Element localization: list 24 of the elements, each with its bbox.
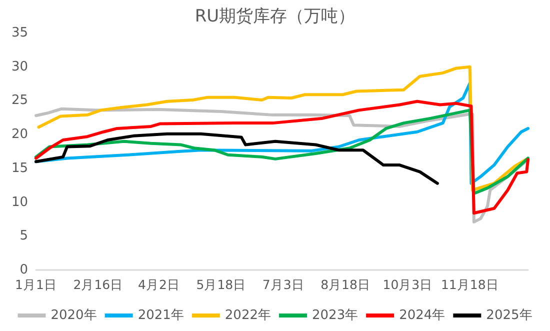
legend-label: 2021年 bbox=[138, 308, 184, 323]
x-tick-label: 11月18日 bbox=[440, 277, 499, 292]
legend-label: 2024年 bbox=[399, 308, 446, 323]
legend-label: 2025年 bbox=[486, 308, 532, 323]
x-tick-label: 4月2日 bbox=[138, 277, 180, 292]
x-tick-label: 10月3日 bbox=[382, 277, 433, 292]
y-tick-label: 10 bbox=[11, 194, 28, 210]
x-tick-label: 7月3日 bbox=[262, 277, 304, 292]
y-tick-label: 35 bbox=[11, 26, 28, 40]
y-tick-label: 0 bbox=[20, 262, 28, 278]
x-tick-label: 2月16日 bbox=[73, 277, 124, 292]
legend-label: 2023年 bbox=[312, 308, 358, 323]
y-tick-label: 20 bbox=[11, 127, 28, 142]
line-series bbox=[34, 132, 439, 185]
legend-label: 2020年 bbox=[50, 308, 97, 323]
y-tick-label: 5 bbox=[20, 228, 28, 244]
y-tick-label: 15 bbox=[11, 160, 28, 176]
x-tick-label: 5月18日 bbox=[196, 277, 246, 292]
y-tick-label: 30 bbox=[11, 59, 28, 74]
legend-label: 2022年 bbox=[224, 308, 272, 323]
x-tick-label: 1月1日 bbox=[15, 277, 57, 292]
chart-title: RU期货库存（万吨） bbox=[194, 6, 356, 26]
x-tick-label: 8月18日 bbox=[320, 277, 370, 292]
y-tick-label: 25 bbox=[11, 93, 28, 108]
